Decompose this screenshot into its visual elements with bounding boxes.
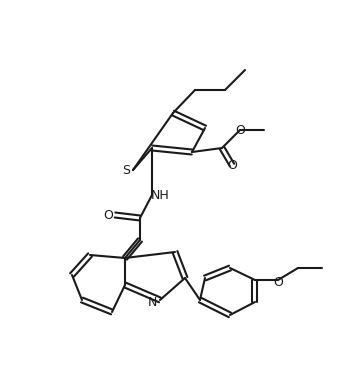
Text: O: O — [235, 124, 245, 137]
Text: O: O — [273, 276, 283, 289]
Text: NH: NH — [150, 188, 169, 202]
Text: O: O — [103, 209, 113, 222]
Text: S: S — [122, 164, 130, 176]
Text: O: O — [227, 158, 237, 172]
Text: N: N — [147, 296, 157, 309]
